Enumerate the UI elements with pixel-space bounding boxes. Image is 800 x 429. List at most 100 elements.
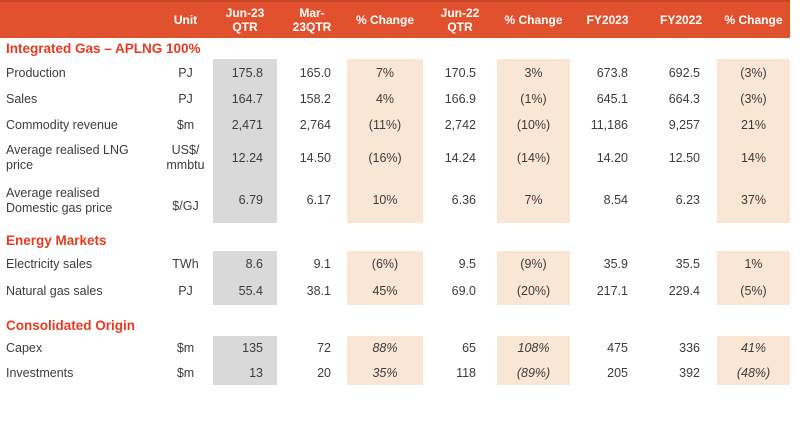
cell-jun22-qtr: 65: [462, 341, 476, 355]
row-label: Commodity revenue: [6, 117, 118, 132]
cell-pct-change-fy: 37%: [717, 178, 790, 223]
table-row-production: Production PJ 175.8 165.0 7% 170.5 3% 67…: [0, 59, 790, 87]
cell-pct-change-fy: (3%): [717, 59, 790, 87]
unit-cell: PJ: [178, 65, 193, 80]
cell-fy2022: 9,257: [668, 117, 700, 132]
table-row-investments: Investments $m 13 20 35% 118 (89%) 205 3…: [0, 361, 790, 385]
cell-pct-change-yoy: 3%: [497, 59, 570, 87]
cell-pct-change-yoy: (14%): [497, 138, 570, 178]
cell-jun22-qtr: 6.36: [451, 193, 476, 207]
row-label: Sales: [6, 92, 38, 106]
cell-jun23-qtr: 135: [213, 336, 277, 361]
cell-fy2022: 392: [679, 365, 700, 380]
cell-mar23-qtr: 38.1: [306, 284, 331, 298]
table-row-electricity-sales: Electricity sales TWh 8.6 9.1 (6%) 9.5 (…: [0, 251, 790, 278]
unit-cell: PJ: [178, 92, 193, 106]
cell-fy2023: 645.1: [596, 92, 628, 106]
unit-cell: US$/ mmbtu: [166, 143, 205, 172]
cell-mar23-qtr: 9.1: [313, 257, 331, 271]
cell-jun23-qtr: 2,471: [213, 112, 277, 138]
row-label: Capex: [6, 341, 43, 355]
cell-fy2022: 6.23: [675, 193, 700, 207]
cell-mar23-qtr: 158.2: [299, 92, 331, 106]
cell-jun22-qtr: 2,742: [444, 117, 476, 132]
section-title: Integrated Gas – APLNG 100%: [6, 41, 201, 56]
header-cell-pct-change-qoq: % Change: [347, 0, 423, 38]
header-cell-pct-change-fy: % Change: [717, 0, 790, 38]
cell-fy2023: 11,186: [590, 117, 628, 132]
row-label: Investments: [6, 365, 74, 380]
cell-pct-change-qoq: (16%): [347, 138, 423, 178]
table-row-sales: Sales PJ 164.7 158.2 4% 166.9 (1%) 645.1…: [0, 87, 790, 112]
table-row-natural-gas-sales: Natural gas sales PJ 55.4 38.1 45% 69.0 …: [0, 278, 790, 305]
cell-pct-change-qoq: 88%: [347, 336, 423, 361]
row-label: Natural gas sales: [6, 284, 103, 298]
header-cell-fy2022: FY2022: [645, 0, 717, 38]
header-cell-blank: [0, 0, 158, 38]
cell-pct-change-yoy: (9%): [497, 251, 570, 278]
cell-fy2023: 475: [607, 341, 628, 355]
cell-fy2023: 8.54: [603, 193, 628, 207]
cell-pct-change-yoy: (10%): [497, 112, 570, 138]
unit-cell: $m: [176, 365, 195, 380]
row-label: Electricity sales: [6, 257, 93, 271]
cell-jun22-qtr: 118: [456, 365, 476, 380]
cell-pct-change-yoy: (20%): [497, 278, 570, 305]
cell-fy2022: 35.5: [675, 257, 700, 271]
section-title-row-consolidated-origin: Consolidated Origin: [0, 305, 790, 336]
unit-cell: $/GJ: [172, 199, 199, 213]
cell-pct-change-qoq: 10%: [347, 178, 423, 223]
table-row-commodity-revenue: Commodity revenue $m 2,471 2,764 (11%) 2…: [0, 112, 790, 138]
table-row-lng-price: Average realised LNG price US$/ mmbtu 12…: [0, 138, 790, 178]
cell-pct-change-fy: 21%: [717, 112, 790, 138]
cell-jun23-qtr: 55.4: [213, 278, 277, 305]
cell-pct-change-qoq: 4%: [347, 87, 423, 112]
cell-pct-change-qoq: (11%): [347, 112, 423, 138]
cell-pct-change-fy: 41%: [717, 336, 790, 361]
cell-pct-change-yoy: 7%: [497, 178, 570, 223]
cell-jun22-qtr: 14.24: [444, 150, 476, 165]
cell-mar23-qtr: 165.0: [299, 65, 331, 80]
cell-fy2022: 12.50: [668, 150, 700, 165]
header-cell-mar23-qtr: Mar- 23QTR: [277, 0, 347, 38]
header-cell-jun22-qtr: Jun-22 QTR: [423, 0, 497, 38]
cell-fy2022: 664.3: [668, 92, 700, 106]
cell-pct-change-yoy: 108%: [497, 336, 570, 361]
cell-jun22-qtr: 69.0: [451, 284, 476, 298]
cell-mar23-qtr: 2,764: [299, 117, 331, 132]
cell-pct-change-qoq: 7%: [347, 59, 423, 87]
cell-fy2023: 35.9: [603, 257, 628, 271]
row-label: Average realised LNG price: [6, 143, 129, 172]
cell-fy2022: 692.5: [668, 65, 700, 80]
quarterly-financials-table: Unit Jun-23 QTR Mar- 23QTR % Change Jun-…: [0, 0, 790, 385]
table-row-capex: Capex $m 135 72 88% 65 108% 475 336 41%: [0, 336, 790, 361]
section-title-row-integrated-gas: Integrated Gas – APLNG 100%: [0, 38, 790, 59]
section-title: Energy Markets: [6, 233, 107, 248]
cell-pct-change-qoq: 45%: [347, 278, 423, 305]
cell-pct-change-fy: (3%): [717, 87, 790, 112]
header-cell-unit: Unit: [158, 0, 213, 38]
cell-jun22-qtr: 170.5: [444, 65, 476, 80]
cell-fy2023: 14.20: [596, 150, 628, 165]
cell-pct-change-qoq: 35%: [347, 361, 423, 385]
cell-mar23-qtr: 6.17: [306, 193, 331, 207]
cell-pct-change-fy: 1%: [717, 251, 790, 278]
cell-jun23-qtr: 12.24: [213, 138, 277, 178]
cell-pct-change-fy: 14%: [717, 138, 790, 178]
cell-pct-change-qoq: (6%): [347, 251, 423, 278]
cell-jun22-qtr: 9.5: [458, 257, 476, 271]
section-title: Consolidated Origin: [6, 318, 136, 333]
cell-pct-change-fy: (48%): [717, 361, 790, 385]
cell-jun23-qtr: 164.7: [213, 87, 277, 112]
cell-jun23-qtr: 8.6: [213, 251, 277, 278]
table-row-domestic-gas-price: Average realised Domestic gas price $/GJ…: [0, 178, 790, 223]
unit-cell: $m: [176, 341, 195, 355]
cell-jun23-qtr: 175.8: [213, 59, 277, 87]
cell-fy2023: 205: [607, 365, 628, 380]
cell-jun23-qtr: 6.79: [213, 178, 277, 223]
row-label: Production: [6, 65, 66, 80]
cell-jun22-qtr: 166.9: [444, 92, 476, 106]
unit-cell: PJ: [178, 284, 193, 298]
cell-fy2023: 673.8: [596, 65, 628, 80]
section-title-row-energy-markets: Energy Markets: [0, 223, 790, 251]
